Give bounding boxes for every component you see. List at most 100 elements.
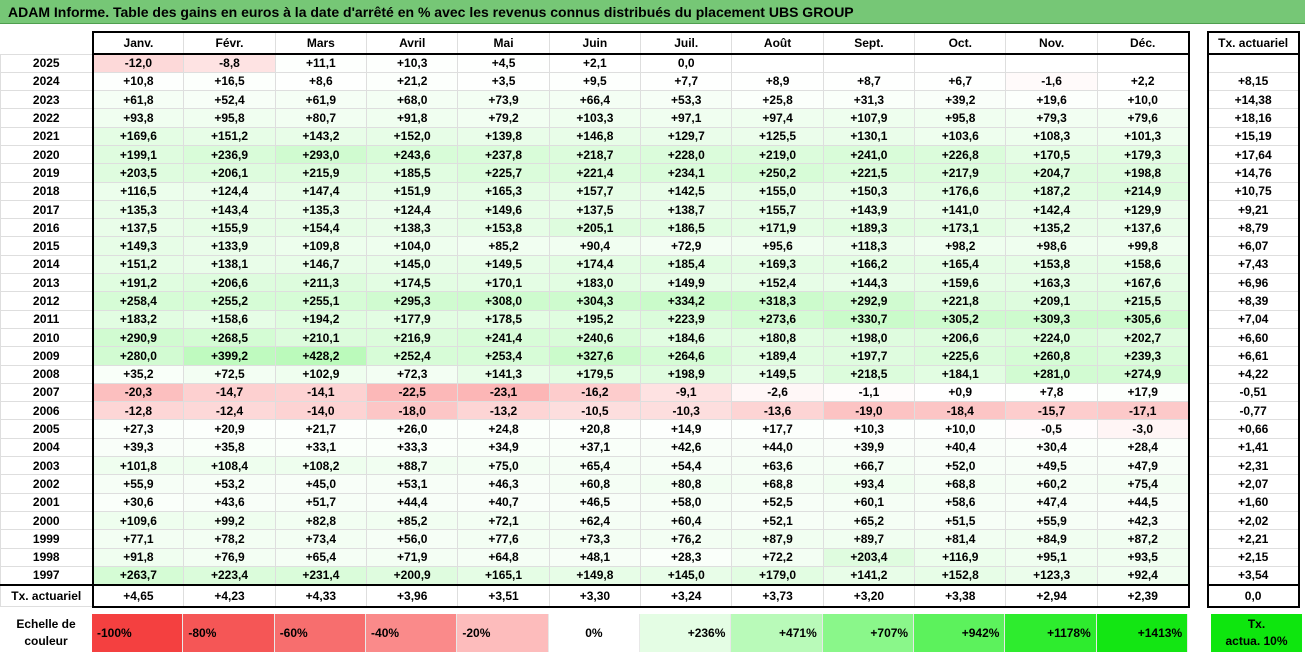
report-title: ADAM Informe. Table des gains en euros à…	[0, 0, 1305, 24]
gain-cell: +149,5	[731, 364, 824, 384]
table-row: 2017 +135,3 +143,4 +135,3 +124,4 +149,6 +137,5…	[0, 199, 1300, 220]
gain-cell: +165,4	[914, 254, 1007, 275]
gain-cell: +318,3	[731, 291, 824, 311]
gain-cell: +61,8	[91, 90, 185, 110]
gain-cell: -18,4	[914, 401, 1007, 421]
footer-row: Tx. actuariel +4,65 +4,23 +4,33 +3,96 +3,51 +3…	[0, 583, 1300, 608]
gain-cell: +46,3	[457, 474, 550, 494]
gain-cell: +305,2	[914, 309, 1007, 329]
gain-cell: +52,4	[183, 90, 276, 110]
gain-cell: +95,8	[914, 108, 1007, 128]
gain-cell: +27,3	[91, 419, 185, 439]
tx-actuariel-cell: +8,39	[1206, 291, 1300, 311]
column-gap	[1188, 163, 1208, 183]
gain-cell: +157,7	[548, 181, 642, 201]
gain-cell	[731, 53, 824, 73]
gain-cell: -14,7	[183, 382, 276, 403]
gain-cell: +186,5	[640, 218, 733, 238]
gain-cell: +68,8	[914, 474, 1007, 494]
footer-tx-cell: +4,65	[91, 583, 185, 608]
gain-cell: +179,0	[731, 565, 824, 586]
column-gap	[1188, 328, 1208, 347]
gain-cell: +255,2	[183, 291, 276, 311]
gain-cell: +185,5	[366, 163, 459, 183]
gain-cell: +210,1	[274, 327, 368, 348]
gain-cell: +46,5	[548, 492, 642, 512]
year-label: 2021	[0, 126, 93, 146]
footer-tx-cell: +2,39	[1096, 583, 1190, 608]
gain-cell: +209,1	[1005, 291, 1098, 311]
table-row: 2021 +169,6 +151,2 +143,2 +152,0 +139,8 +146,8…	[0, 126, 1300, 146]
gain-cell: 0,0	[640, 53, 733, 73]
gain-cell: -14,1	[274, 382, 368, 403]
table-row: 2005 +27,3 +20,9 +21,7 +26,0 +24,8 +20,8 +14,9 +…	[0, 419, 1300, 439]
gain-cell: +72,9	[640, 236, 733, 256]
column-gap	[1188, 72, 1208, 91]
gain-cell: +151,9	[366, 181, 459, 201]
gain-cell: +9,5	[548, 71, 642, 92]
gain-cell: +159,6	[914, 273, 1007, 293]
tx-actuariel-cell: +2,07	[1206, 474, 1300, 494]
gain-cell: +215,5	[1096, 291, 1190, 311]
gain-cell	[914, 53, 1007, 73]
gain-cell: +109,6	[91, 510, 185, 531]
year-label: 2017	[0, 199, 93, 220]
gain-cell: +65,4	[548, 456, 642, 476]
color-scale-label: Echelle de couleur	[0, 614, 92, 652]
gain-cell: +34,9	[457, 437, 550, 458]
gain-cell: +189,3	[822, 218, 916, 238]
gain-cell: +72,3	[366, 364, 459, 384]
gain-cell: -16,2	[548, 382, 642, 403]
tx-actuariel-cell: +14,38	[1206, 90, 1300, 110]
gain-cell: +204,7	[1005, 163, 1098, 183]
gain-cell: +144,3	[822, 273, 916, 293]
gain-cell: +7,8	[1005, 382, 1098, 403]
gain-cell: +184,6	[640, 327, 733, 348]
gain-cell: +51,7	[274, 492, 368, 512]
gain-cell: +198,8	[1096, 163, 1190, 183]
column-gap	[1188, 511, 1208, 530]
gain-cell: +42,3	[1096, 510, 1190, 531]
gain-cell: +116,5	[91, 181, 185, 201]
gain-cell: +258,4	[91, 291, 185, 311]
gain-cell: +44,0	[731, 437, 824, 458]
gain-cell: +8,6	[274, 71, 368, 92]
gain-cell: +95,8	[183, 108, 276, 128]
gain-cell: +26,0	[366, 419, 459, 439]
color-scale-swatch: -100%	[92, 614, 184, 652]
gain-cell: +226,8	[914, 144, 1007, 165]
gain-cell: +54,4	[640, 456, 733, 476]
year-label: 2018	[0, 181, 93, 201]
month-header: Nov.	[1005, 31, 1098, 55]
gain-cell: +116,9	[914, 547, 1007, 567]
gain-cell: +48,1	[548, 547, 642, 567]
gain-cell: +64,8	[457, 547, 550, 567]
gain-cell: +263,7	[91, 565, 185, 586]
table-row: 2010 +290,9 +268,5 +210,1 +216,9 +241,4 +240,6…	[0, 327, 1300, 348]
month-header: Avril	[366, 31, 459, 55]
gain-cell: +141,0	[914, 199, 1007, 220]
gain-cell: +73,9	[457, 90, 550, 110]
gain-cell: -22,5	[366, 382, 459, 403]
gain-cell: +103,3	[548, 108, 642, 128]
gain-cell: +167,6	[1096, 273, 1190, 293]
gain-cell: +152,4	[731, 273, 824, 293]
table-row: 2007 -20,3 -14,7 -14,1 -22,5 -23,1 -16,2 -9,1 -2…	[0, 382, 1300, 403]
gain-cell: +71,9	[366, 547, 459, 567]
year-label: 2025	[0, 53, 93, 73]
gain-cell: +428,2	[274, 346, 368, 366]
footer-tx-cell: +3,24	[640, 583, 733, 608]
gain-cell: +183,2	[91, 309, 185, 329]
color-scale: -100% -80% -60% -40% -20% 0% +236% +471% +707% +9…	[92, 614, 1189, 652]
gain-cell: +6,7	[914, 71, 1007, 92]
gain-cell: +135,3	[91, 199, 185, 220]
footer-tx-cell: +3,30	[548, 583, 642, 608]
gain-cell: +330,7	[822, 309, 916, 329]
gain-cell: +218,7	[548, 144, 642, 165]
table-row: 2001 +30,6 +43,6 +51,7 +44,4 +40,7 +46,5 +58,0 +…	[0, 492, 1300, 512]
gain-cell: +223,4	[183, 565, 276, 586]
table-row: 2011 +183,2 +158,6 +194,2 +177,9 +178,5 +195,2…	[0, 309, 1300, 329]
gain-cell: -10,3	[640, 401, 733, 421]
gain-cell: +180,8	[731, 327, 824, 348]
tx-actuariel-cell: +6,07	[1206, 236, 1300, 256]
